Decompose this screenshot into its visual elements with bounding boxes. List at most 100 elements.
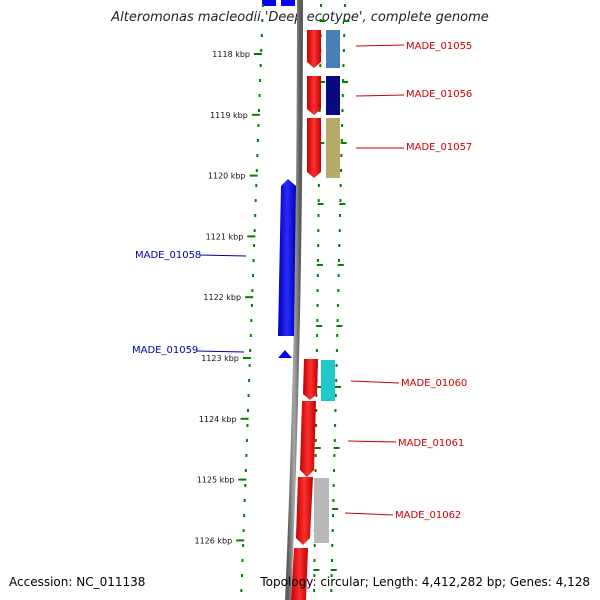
tick-dash: [319, 81, 326, 83]
tick-dot: [251, 289, 254, 292]
tick-dot: [243, 499, 246, 502]
tick-dot: [340, 169, 343, 172]
tick-dot: [335, 379, 338, 382]
tick-dot: [250, 304, 253, 307]
coordinate-tick-label: 1122 kbp: [203, 293, 241, 302]
tick-dot: [314, 439, 317, 442]
label-leader: [199, 254, 247, 257]
gene-label-MADE_01061[interactable]: MADE_01061: [398, 438, 464, 449]
tick-dot: [334, 424, 337, 427]
tick-dot: [253, 229, 256, 232]
gene-label-MADE_01059[interactable]: MADE_01059: [132, 345, 198, 356]
cog-box: [326, 76, 340, 115]
gene-arrow[interactable]: [296, 477, 313, 545]
tick-dot: [316, 289, 319, 292]
gene-arrow[interactable]: [307, 118, 321, 178]
tick-dot: [336, 334, 339, 337]
tick-dot: [319, 64, 322, 67]
tick-dot: [341, 124, 344, 127]
tick-dash: [319, 20, 326, 22]
gene-arrow[interactable]: [278, 179, 296, 336]
gene-label-MADE_01055[interactable]: MADE_01055: [406, 41, 472, 52]
tick-dot: [313, 574, 316, 577]
tick-dot: [342, 49, 345, 52]
tick-tracks: [240, 4, 350, 592]
tick-dot: [338, 229, 341, 232]
tick-dash: [333, 447, 340, 449]
coordinate-tick-mark: [236, 539, 245, 542]
tick-dot: [241, 574, 243, 577]
coordinate-tick-label: 1124 kbp: [199, 415, 237, 424]
tick-dot: [313, 559, 316, 562]
tick-dot: [241, 559, 244, 562]
tick-dash: [313, 569, 320, 571]
reverse-genes: [278, 179, 296, 358]
tick-dot: [248, 364, 251, 367]
tick-dash: [332, 508, 339, 510]
label-leader: [355, 94, 405, 97]
tick-dot: [331, 559, 333, 562]
cog-box: [321, 360, 335, 401]
tick-dot: [247, 409, 249, 412]
tick-dot: [338, 259, 340, 262]
gene-label-MADE_01057[interactable]: MADE_01057: [406, 142, 472, 153]
tick-dot: [248, 379, 251, 382]
tick-dot: [244, 469, 247, 472]
tick-dash: [339, 203, 346, 205]
tick-dot: [330, 589, 333, 592]
tick-dot: [335, 364, 338, 367]
gene-arrow[interactable]: [300, 401, 316, 477]
tick-dot: [257, 124, 260, 127]
coordinate-tick-label: 1118 kbp: [212, 50, 250, 59]
gene-label-MADE_01058[interactable]: MADE_01058: [135, 250, 201, 261]
tick-dot: [333, 439, 336, 442]
genome-backbone: [285, 0, 303, 600]
tick-dot: [343, 4, 346, 7]
tick-dot: [242, 529, 245, 532]
tick-dash: [335, 386, 341, 388]
tick-dot: [259, 64, 262, 67]
tick-dot: [332, 514, 334, 517]
tick-dot: [339, 184, 342, 187]
tick-dot: [317, 259, 319, 262]
coordinate-tick-label: 1125 kbp: [197, 476, 235, 485]
tick-dot: [336, 304, 339, 307]
tick-dot: [317, 214, 320, 217]
tick-dash: [315, 386, 322, 388]
coordinate-tick-mark: [242, 357, 251, 359]
cog-box: [326, 118, 340, 178]
gene-arrow[interactable]: [291, 548, 308, 600]
label-leader: [347, 440, 397, 443]
coordinate-tick-mark: [238, 478, 247, 481]
coordinate-tick-label: 1120 kbp: [208, 172, 246, 181]
tick-dot: [343, 34, 346, 37]
gene-arrow[interactable]: [307, 76, 321, 115]
gene-arrow[interactable]: [307, 30, 321, 68]
tick-dot: [333, 469, 336, 472]
tick-dot: [331, 544, 334, 547]
tick-dot: [317, 244, 320, 247]
coordinate-tick-label: 1119 kbp: [210, 111, 248, 120]
partial-gene-top-left: [262, 0, 276, 6]
cog-boxes: [314, 30, 340, 543]
tick-dot: [314, 469, 317, 472]
tick-dot: [315, 409, 318, 412]
coordinate-tick-mark: [245, 296, 254, 299]
coordinate-ticks: 1118 kbp 1119 kbp 1120 kbp 1121 kbp 1122 kbp…: [194, 50, 262, 545]
tick-dash: [336, 325, 343, 327]
tick-dot: [317, 229, 320, 232]
coordinate-tick-mark: [251, 113, 260, 116]
gene-arrow[interactable]: [303, 359, 318, 400]
coordinate-tick-mark: [249, 174, 258, 177]
tick-dot: [245, 439, 248, 442]
tick-dot: [332, 499, 335, 502]
gene-arrow[interactable]: [278, 350, 292, 358]
gene-label-MADE_01060[interactable]: MADE_01060: [401, 378, 467, 389]
tick-dot: [334, 394, 337, 397]
tick-dot: [250, 319, 253, 322]
gene-label-MADE_01056[interactable]: MADE_01056: [406, 89, 472, 100]
gene-label-MADE_01062[interactable]: MADE_01062: [395, 510, 461, 521]
tick-dash: [316, 325, 323, 327]
coordinate-tick-mark: [240, 417, 249, 420]
tick-dash: [330, 569, 337, 571]
